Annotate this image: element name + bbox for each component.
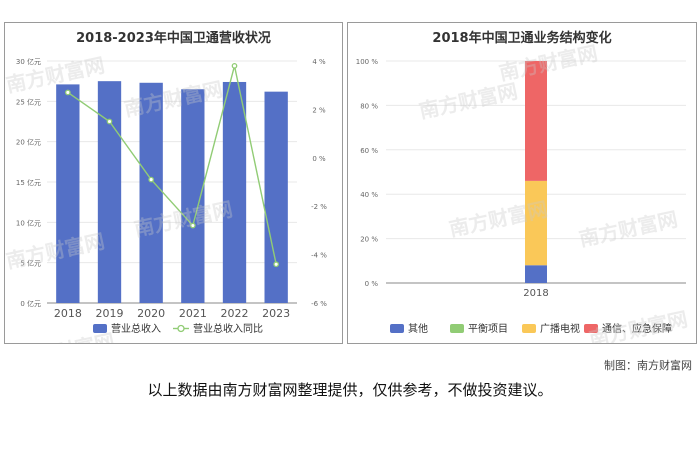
yoy-point xyxy=(106,118,113,125)
revenue-chart-panel: 2018-2023年中国卫通营收状况 0 亿元 5 亿元 10 亿元 15 亿元 20 … xyxy=(4,22,343,344)
y-tick-label: 0 亿元 xyxy=(20,299,41,308)
revenue-bar xyxy=(97,81,122,303)
yoy-point xyxy=(148,176,155,183)
y-tick-label: 10 亿元 xyxy=(16,218,41,227)
legend-label: 平衡项目 xyxy=(468,323,508,335)
stack-segment xyxy=(525,61,547,181)
legend-swatch xyxy=(584,324,598,333)
disclaimer-text: 以上数据由南方财富网整理提供，仅供参考，不做投资建议。 xyxy=(147,381,553,399)
legend-label: 营业总收入同比 xyxy=(193,322,263,335)
x-tick-label: 2018 xyxy=(54,307,82,320)
x-tick-label: 2022 xyxy=(221,307,249,320)
revenue-bar xyxy=(139,82,163,303)
revenue-bar xyxy=(56,84,80,303)
legend-label: 其他 xyxy=(408,322,428,335)
yoy-point xyxy=(273,261,280,268)
y2-tick-label: -2 % xyxy=(311,203,327,211)
legend-label: 通信、应急保障 xyxy=(602,322,672,335)
yoy-point xyxy=(231,62,238,69)
y2-tick-label: -6 % xyxy=(311,300,327,308)
legend-swatch xyxy=(450,324,464,333)
y-tick-label: 40 % xyxy=(360,191,378,199)
structure-chart-panel: 2018年中国卫通业务结构变化 0 % 20 % 40 % 60 % 80 % 100 %… xyxy=(347,22,697,344)
y-tick-label: 15 亿元 xyxy=(16,178,41,187)
structure-chart: 0 % 20 % 40 % 60 % 80 % 100 % 2018 其他 平衡项目 广播电视 通信… xyxy=(356,58,686,335)
y-tick-label: 0 % xyxy=(365,280,379,288)
legend-swatch xyxy=(522,324,536,333)
revenue-bar xyxy=(264,91,288,303)
stack-segment xyxy=(525,265,547,283)
yoy-line xyxy=(67,65,277,265)
x-tick-label: 2023 xyxy=(262,307,290,320)
y2-tick-label: -4 % xyxy=(311,252,327,260)
yoy-point xyxy=(64,89,71,96)
x-tick-label: 2021 xyxy=(179,307,207,320)
y2-tick-label: 0 % xyxy=(312,155,326,163)
y-tick-label: 30 亿元 xyxy=(16,57,41,66)
legend-label: 广播电视 xyxy=(540,322,580,335)
legend-swatch xyxy=(177,324,185,333)
chart-title: 2018-2023年中国卫通营收状况 xyxy=(76,31,271,46)
revenue-bar xyxy=(181,89,205,303)
y-tick-label: 25 亿元 xyxy=(16,97,41,106)
x-tick-label: 2020 xyxy=(137,307,165,320)
revenue-chart: 0 亿元 5 亿元 10 亿元 15 亿元 20 亿元 25 亿元 30 亿元 -6 % -4 … xyxy=(16,57,327,335)
y2-tick-label: 2 % xyxy=(312,106,326,114)
y-tick-label: 60 % xyxy=(360,147,378,155)
yoy-point xyxy=(189,222,196,229)
legend-label: 营业总收入 xyxy=(111,322,161,335)
x-tick-label: 2018 xyxy=(523,288,548,299)
chart-title: 2018年中国卫通业务结构变化 xyxy=(432,31,612,46)
y-tick-label: 20 % xyxy=(360,236,378,244)
chart-credit: 制图：南方财富网 xyxy=(604,359,692,372)
legend-swatch xyxy=(390,324,404,333)
x-tick-label: 2019 xyxy=(96,307,124,320)
revenue-bar xyxy=(222,81,247,303)
y-tick-label: 80 % xyxy=(360,102,378,110)
legend-swatch xyxy=(93,324,107,333)
y-tick-label: 100 % xyxy=(356,58,379,66)
y2-tick-label: 4 % xyxy=(312,58,326,66)
y-tick-label: 5 亿元 xyxy=(20,259,41,268)
stack-segment xyxy=(525,180,547,266)
y-tick-label: 20 亿元 xyxy=(16,138,41,147)
